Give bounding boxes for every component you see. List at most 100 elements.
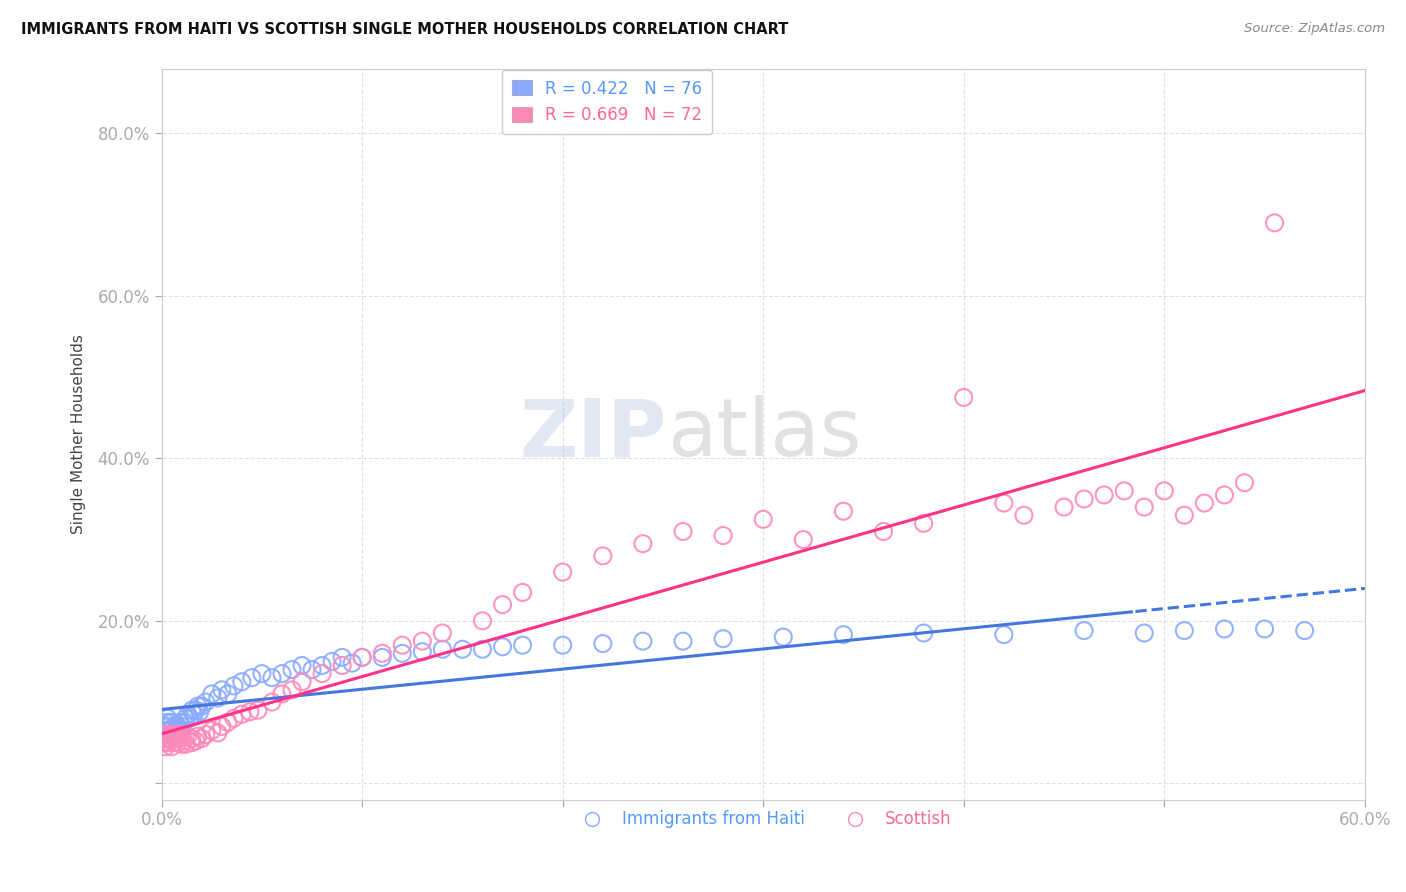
Point bbox=[551, 565, 574, 579]
Point bbox=[1264, 216, 1286, 230]
Point bbox=[311, 658, 333, 673]
Point bbox=[170, 729, 193, 743]
Point bbox=[177, 707, 200, 722]
Point bbox=[170, 737, 193, 751]
Point bbox=[155, 723, 177, 738]
Point bbox=[239, 705, 262, 719]
Point bbox=[207, 726, 229, 740]
Point bbox=[1133, 626, 1156, 640]
Point bbox=[170, 719, 193, 733]
Point bbox=[340, 656, 363, 670]
Point bbox=[159, 731, 181, 746]
Point bbox=[187, 729, 209, 743]
Point bbox=[592, 549, 614, 563]
Point bbox=[1194, 496, 1216, 510]
Point bbox=[166, 727, 188, 741]
Point bbox=[1213, 622, 1236, 636]
Point bbox=[1173, 624, 1195, 638]
Point bbox=[281, 663, 304, 677]
Point bbox=[152, 727, 174, 741]
Point bbox=[471, 642, 494, 657]
Point bbox=[281, 682, 304, 697]
Point bbox=[1012, 508, 1035, 523]
Text: IMMIGRANTS FROM HAITI VS SCOTTISH SINGLE MOTHER HOUSEHOLDS CORRELATION CHART: IMMIGRANTS FROM HAITI VS SCOTTISH SINGLE… bbox=[21, 22, 789, 37]
Text: atlas: atlas bbox=[666, 395, 862, 473]
Point bbox=[311, 666, 333, 681]
Point bbox=[432, 626, 454, 640]
Point bbox=[260, 671, 283, 685]
Point bbox=[156, 727, 179, 741]
Point bbox=[352, 650, 374, 665]
Point bbox=[1114, 483, 1136, 498]
Point bbox=[391, 638, 413, 652]
Point bbox=[1294, 624, 1316, 638]
Point bbox=[152, 727, 174, 741]
Point bbox=[271, 687, 294, 701]
Point bbox=[183, 707, 205, 722]
Point bbox=[194, 727, 217, 741]
Point bbox=[169, 723, 191, 738]
Point bbox=[155, 731, 177, 746]
Point bbox=[512, 585, 534, 599]
Point bbox=[201, 687, 224, 701]
Point bbox=[211, 719, 233, 733]
Point bbox=[301, 663, 323, 677]
Point bbox=[207, 691, 229, 706]
Point bbox=[156, 727, 179, 741]
Point bbox=[160, 739, 183, 754]
Point bbox=[159, 723, 181, 738]
Text: Source: ZipAtlas.com: Source: ZipAtlas.com bbox=[1244, 22, 1385, 36]
Point bbox=[1253, 622, 1275, 636]
Point bbox=[177, 729, 200, 743]
Point bbox=[169, 731, 191, 746]
Point bbox=[672, 524, 695, 539]
Point bbox=[222, 711, 245, 725]
Point bbox=[155, 731, 177, 746]
Point bbox=[184, 734, 207, 748]
Point bbox=[321, 655, 343, 669]
Point bbox=[156, 711, 179, 725]
Point bbox=[512, 638, 534, 652]
Point bbox=[165, 731, 187, 746]
Point bbox=[832, 504, 855, 518]
Text: ZIP: ZIP bbox=[520, 395, 666, 473]
Point bbox=[1133, 500, 1156, 515]
Point bbox=[184, 703, 207, 717]
Point bbox=[432, 642, 454, 657]
Point bbox=[1053, 500, 1076, 515]
Point bbox=[291, 674, 314, 689]
Point bbox=[211, 682, 233, 697]
Point bbox=[451, 642, 474, 657]
Point bbox=[631, 634, 654, 648]
Point bbox=[872, 524, 894, 539]
Point bbox=[672, 634, 695, 648]
Point bbox=[1073, 491, 1095, 506]
Point bbox=[231, 707, 253, 722]
Point bbox=[411, 634, 433, 648]
Point bbox=[471, 614, 494, 628]
Point bbox=[166, 719, 188, 733]
Point bbox=[180, 703, 202, 717]
Point bbox=[271, 666, 294, 681]
Point bbox=[231, 674, 253, 689]
Point bbox=[163, 727, 186, 741]
Point bbox=[165, 723, 187, 738]
Point bbox=[1233, 475, 1256, 490]
Point bbox=[792, 533, 814, 547]
Point bbox=[156, 736, 179, 750]
Point bbox=[291, 658, 314, 673]
Point bbox=[155, 715, 177, 730]
Point bbox=[491, 598, 513, 612]
Point bbox=[371, 650, 394, 665]
Point bbox=[1073, 624, 1095, 638]
Point bbox=[711, 632, 734, 646]
Point bbox=[169, 715, 191, 730]
Point bbox=[165, 731, 187, 746]
Point bbox=[191, 699, 214, 714]
Point bbox=[180, 731, 202, 746]
Point bbox=[912, 516, 935, 531]
Point bbox=[174, 737, 197, 751]
Point bbox=[1092, 488, 1115, 502]
Point bbox=[163, 727, 186, 741]
Point bbox=[772, 630, 794, 644]
